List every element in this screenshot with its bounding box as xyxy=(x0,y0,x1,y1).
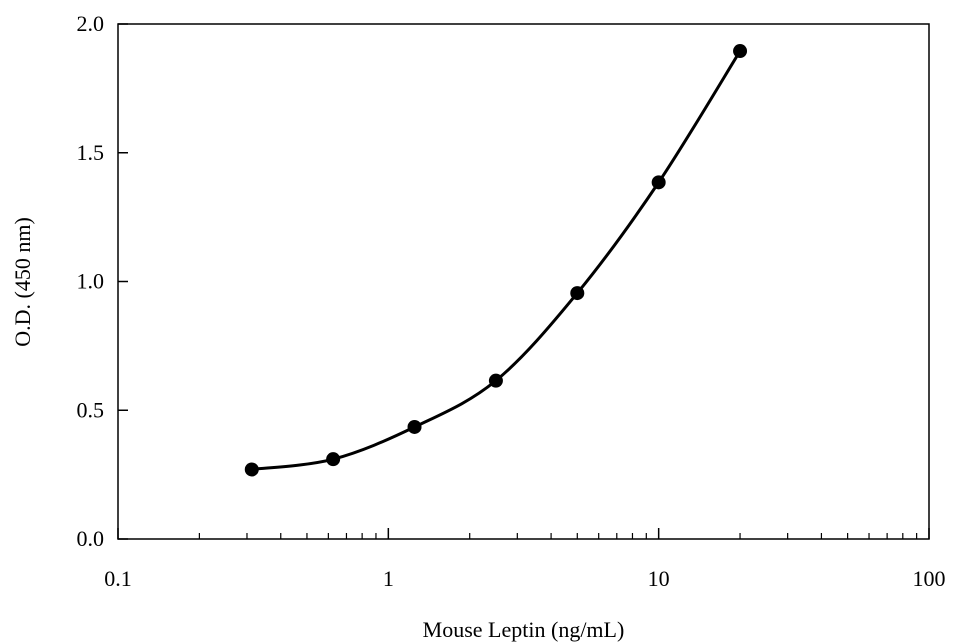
x-tick-label: 10 xyxy=(648,566,670,591)
data-point xyxy=(733,44,748,59)
x-minor-ticks xyxy=(198,533,918,539)
y-tick-label: 2.0 xyxy=(77,11,105,36)
data-point xyxy=(651,175,666,190)
data-point xyxy=(407,419,422,434)
y-tick-labels: 0.0 0.5 1.0 1.5 2.0 xyxy=(77,11,105,551)
plot-area-frame xyxy=(117,23,930,540)
series-line xyxy=(251,50,742,471)
y-tick-label: 0.5 xyxy=(77,397,105,422)
y-tick-label: 1.5 xyxy=(77,140,105,165)
series-points xyxy=(244,44,748,477)
data-point xyxy=(326,452,341,467)
x-axis-title: Mouse Leptin (ng/mL) xyxy=(423,617,625,642)
y-tick-label: 0.0 xyxy=(77,526,105,551)
x-tick-label: 0.1 xyxy=(104,566,132,591)
y-tick-label: 1.0 xyxy=(77,269,105,294)
data-point xyxy=(244,462,259,477)
x-tick-label: 1 xyxy=(383,566,394,591)
x-tick-labels: 0.1 1 10 100 xyxy=(104,566,945,591)
data-point xyxy=(570,286,585,301)
data-point xyxy=(488,373,503,388)
y-axis-title: O.D. (450 nm) xyxy=(10,217,35,347)
x-major-ticks xyxy=(117,528,930,539)
x-tick-label: 100 xyxy=(913,566,946,591)
y-major-ticks xyxy=(118,23,128,540)
